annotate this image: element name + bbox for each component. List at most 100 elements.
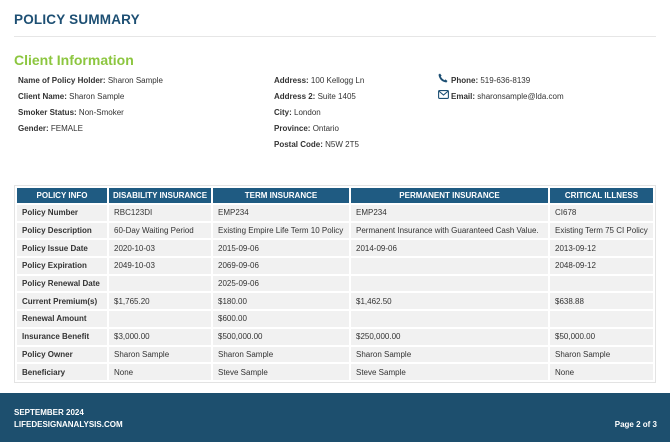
table-cell: 2015-09-06: [213, 240, 349, 257]
field-icon: [438, 73, 451, 89]
table-cell: Sharon Sample: [351, 346, 548, 363]
field-value: 519-636-8139: [480, 76, 531, 86]
row-label: Policy Owner: [17, 346, 107, 363]
row-label: Policy Expiration: [17, 258, 107, 274]
table-row: Beneficiary None Steve Sample Steve Sample N…: [17, 364, 653, 380]
field-value: sharonsample@lda.com: [477, 92, 564, 102]
client-field: Name of Policy Holder: Sharon Sample: [18, 73, 163, 89]
section-heading: Client Information: [14, 52, 134, 68]
footer-date: SEPTEMBER 2024: [14, 408, 84, 417]
client-field: Phone: 519-636-8139: [438, 73, 530, 89]
field-value: Non-Smoker: [78, 108, 124, 117]
field-label: City:: [274, 108, 292, 117]
field-value: Sharon Sample: [69, 92, 125, 101]
field-label: Gender:: [18, 124, 49, 133]
table-cell: Sharon Sample: [550, 346, 653, 363]
field-label: Province:: [274, 124, 311, 133]
table-cell: 2049-10-03: [109, 258, 211, 274]
field-label: Postal Code:: [274, 140, 323, 149]
field-value: FEMALE: [50, 124, 83, 133]
table-cell: None: [109, 364, 211, 380]
column-header: POLICY INFO: [17, 188, 107, 203]
table-row: Insurance Benefit $3,000.00 $500,000.00 $25…: [17, 328, 653, 345]
page-number: Page 2 of 3: [614, 420, 657, 429]
policy-table: POLICY INFO DISABILITY INSURANCE TERM INSU…: [14, 185, 656, 383]
column-header: CRITICAL ILLNESS: [550, 188, 653, 203]
footer: SEPTEMBER 2024 LIFEDESIGNANALYSIS.COM Pa…: [0, 393, 670, 442]
table-cell: [109, 311, 211, 327]
table-cell: Existing Empire Life Term 10 Policy: [213, 222, 349, 239]
table-row: Policy Expiration 2049-10-03 2069-09-06 204…: [17, 258, 653, 274]
table-cell: [550, 311, 653, 327]
table-cell: $3,000.00: [109, 328, 211, 345]
table-cell: [351, 258, 548, 274]
field-value: London: [294, 108, 321, 117]
divider: [14, 36, 656, 37]
table-cell: 2020-10-03: [109, 240, 211, 257]
row-label: Policy Renewal Date: [17, 275, 107, 292]
table-cell: [351, 275, 548, 292]
table-cell: $50,000.00: [550, 328, 653, 345]
client-field: Email: sharonsample@lda.com: [438, 89, 564, 105]
table-cell: Permanent Insurance with Guaranteed Cash…: [351, 222, 548, 239]
field-value: Sharon Sample: [107, 76, 163, 85]
table-cell: $638.88: [550, 293, 653, 310]
client-field: Client Name: Sharon Sample: [18, 89, 124, 105]
footer-website: LIFEDESIGNANALYSIS.COM: [14, 420, 123, 429]
client-field: Address: 100 Kellogg Ln: [274, 73, 364, 89]
table-cell: Existing Term 75 CI Policy: [550, 222, 653, 239]
table-row: Policy Issue Date 2020-10-03 2015-09-06 201…: [17, 240, 653, 257]
column-header: TERM INSURANCE: [213, 188, 349, 203]
column-header: PERMANENT INSURANCE: [351, 188, 548, 203]
field-value: N5W 2T5: [325, 140, 359, 149]
table-cell: Steve Sample: [213, 364, 349, 380]
field-label: Phone:: [451, 76, 479, 86]
table-cell: None: [550, 364, 653, 380]
row-label: Policy Number: [17, 205, 107, 221]
field-icon: [438, 89, 451, 105]
field-label: Address 2:: [274, 92, 316, 101]
table-cell: EMP234: [213, 205, 349, 221]
row-label: Insurance Benefit: [17, 328, 107, 345]
field-value: 100 Kellogg Ln: [310, 76, 365, 85]
row-label: Policy Issue Date: [17, 240, 107, 257]
table-row: Policy Description 60-Day Waiting Period E…: [17, 222, 653, 239]
table-cell: $1,765.20: [109, 293, 211, 310]
table-cell: $500,000.00: [213, 328, 349, 345]
client-field: Address 2: Suite 1405: [274, 89, 356, 105]
row-label: Policy Description: [17, 222, 107, 239]
table-cell: [550, 275, 653, 292]
row-label: Current Premium(s): [17, 293, 107, 310]
table-body: Policy Number RBC123DI EMP234 EMP234 CI678 Po…: [17, 205, 653, 380]
field-label: Address:: [274, 76, 309, 85]
table-row: Policy Renewal Date 2025-09-06: [17, 275, 653, 292]
field-value: Ontario: [312, 124, 339, 133]
client-field: Province: Ontario: [274, 121, 339, 137]
table-row: Policy Owner Sharon Sample Sharon Sample Sh…: [17, 346, 653, 363]
table-cell: $600.00: [213, 311, 349, 327]
field-value: Suite 1405: [317, 92, 356, 101]
table-cell: $1,462.50: [351, 293, 548, 310]
table-cell: 2025-09-06: [213, 275, 349, 292]
field-label: Name of Policy Holder:: [18, 76, 106, 85]
table-cell: 2048-09-12: [550, 258, 653, 274]
row-label: Renewal Amount: [17, 311, 107, 327]
column-header: DISABILITY INSURANCE: [109, 188, 211, 203]
field-label: Client Name:: [18, 92, 67, 101]
table-cell: Sharon Sample: [109, 346, 211, 363]
table-cell: Sharon Sample: [213, 346, 349, 363]
field-label: Email:: [451, 92, 476, 102]
table-row: Renewal Amount $600.00: [17, 311, 653, 327]
table-cell: Steve Sample: [351, 364, 548, 380]
table-cell: [109, 275, 211, 292]
table-cell: 60-Day Waiting Period: [109, 222, 211, 239]
email-icon: [438, 90, 449, 99]
table-cell: 2014-09-06: [351, 240, 548, 257]
table-cell: EMP234: [351, 205, 548, 221]
table-row: Current Premium(s) $1,765.20 $180.00 $1,462…: [17, 293, 653, 310]
table-cell: $180.00: [213, 293, 349, 310]
table-cell: RBC123DI: [109, 205, 211, 221]
client-field: Gender: FEMALE: [18, 121, 83, 137]
table-cell: 2069-09-06: [213, 258, 349, 274]
